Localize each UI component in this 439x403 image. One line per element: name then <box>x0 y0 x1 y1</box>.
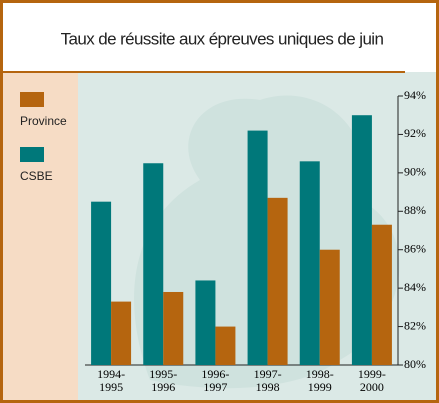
y-tick-label: 94% <box>404 88 426 102</box>
y-tick-label: 88% <box>404 203 426 217</box>
bar <box>111 302 131 365</box>
chart: Taux de réussite aux épreuves uniques de… <box>0 0 439 403</box>
x-tick-label: 1994-1995 <box>97 367 125 394</box>
bar <box>248 131 268 365</box>
y-tick-label: 84% <box>404 280 426 294</box>
bar <box>372 225 392 365</box>
legend-label: Province <box>20 114 67 128</box>
bar <box>215 327 235 365</box>
x-tick-label: 1997-1998 <box>254 367 282 394</box>
bar <box>300 161 320 365</box>
y-tick-label: 92% <box>404 126 426 140</box>
legend-label: CSBE <box>20 169 53 183</box>
bar <box>195 280 215 365</box>
x-tick-label: 1999-2000 <box>358 367 386 394</box>
legend-swatch <box>20 92 44 107</box>
legend-swatch <box>20 147 44 162</box>
y-tick-label: 90% <box>404 165 426 179</box>
bar <box>91 202 111 365</box>
x-tick-label: 1996-1997 <box>201 367 229 394</box>
bar <box>320 250 340 365</box>
chart-title: Taux de réussite aux épreuves uniques de… <box>61 29 384 48</box>
y-tick-label: 82% <box>404 318 426 332</box>
y-tick-label: 80% <box>404 357 426 371</box>
bar <box>268 198 288 365</box>
x-tick-label: 1998-1999 <box>306 367 334 394</box>
y-tick-label: 86% <box>404 241 426 255</box>
x-tick-label: 1995-1996 <box>149 367 177 394</box>
bar <box>143 163 163 365</box>
bar <box>163 292 183 365</box>
bar <box>352 115 372 365</box>
